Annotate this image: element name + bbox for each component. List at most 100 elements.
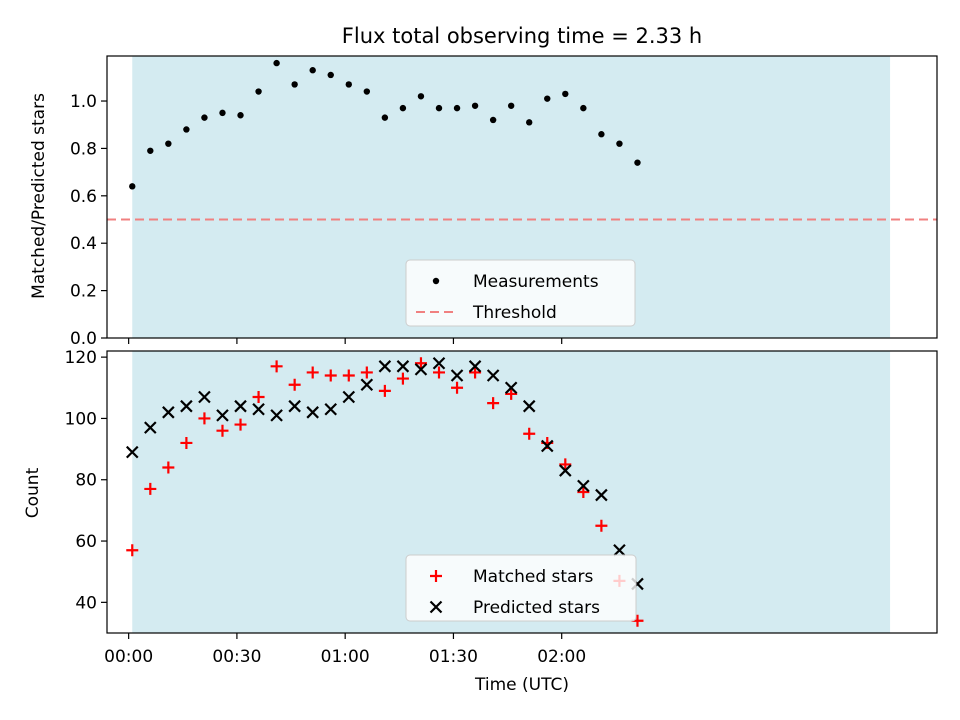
count-point [162, 461, 175, 474]
count-point [468, 360, 482, 373]
ratio-point [580, 104, 587, 112]
count-point [252, 390, 265, 403]
count-frame [106, 350, 938, 634]
count-y-tick-label: 40 [75, 593, 97, 613]
ratio-y-tick-label: 0.4 [70, 234, 97, 254]
count-point [360, 378, 374, 391]
ratio-point [273, 59, 280, 67]
ratio-point [453, 104, 461, 112]
count-point [505, 387, 518, 400]
count-point [577, 486, 590, 498]
count-legend: Matched stars Predicted stars [405, 554, 637, 622]
ratio-legend-marker [432, 277, 440, 285]
ratio-point [381, 114, 389, 121]
count-point [270, 409, 283, 422]
count-point [523, 427, 536, 440]
count-point [396, 360, 410, 373]
count-x-tick-label: 01:00 [321, 647, 370, 667]
ratio-frame [106, 55, 938, 339]
count-point [360, 366, 373, 379]
count-point [613, 543, 626, 557]
count-y-tick-label: 80 [75, 471, 97, 491]
count-point [198, 390, 211, 404]
count-y-tick-label: 60 [75, 532, 97, 552]
count-point [540, 439, 554, 453]
count-series-1 [125, 356, 644, 591]
ratio-point [598, 131, 605, 138]
ratio-point [345, 81, 352, 88]
ratio-point [489, 116, 497, 124]
ratio-point [291, 81, 298, 88]
count-point [595, 519, 608, 532]
x-axis-label: Time (UTC) [474, 675, 569, 695]
count-point [324, 369, 337, 382]
count-point [378, 360, 392, 373]
ratio-point [183, 126, 190, 133]
count-point [306, 366, 319, 379]
count-point [342, 390, 356, 404]
ratio-plot-area: 0.0 0.2 0.4 0.6 0.8 1.0 Measurements Threshold [70, 55, 938, 349]
count-point [198, 412, 211, 425]
ratio-y-tick-label: 0.2 [70, 282, 97, 302]
count-point [162, 406, 175, 419]
count-point [414, 357, 427, 370]
ratio-point [417, 93, 425, 100]
count-legend-marker [430, 570, 442, 582]
count-point [216, 424, 229, 437]
ratio-point [237, 112, 244, 119]
ratio-point [507, 102, 515, 109]
ratio-point [219, 109, 226, 117]
count-point [144, 421, 157, 434]
ratio-point [435, 104, 443, 112]
count-y-tick-label: 100 [65, 409, 97, 429]
ratio-point [309, 67, 316, 74]
count-point [252, 402, 265, 416]
count-point [504, 381, 518, 395]
ratio-point [255, 88, 262, 95]
count-point [125, 445, 139, 459]
count-point [180, 399, 193, 413]
count-x-tick-label: 00:00 [104, 647, 153, 667]
ratio-legend-box [405, 259, 636, 327]
ratio-point [327, 71, 334, 79]
ratio-point [129, 183, 136, 190]
count-point [559, 464, 572, 477]
ratio-legend-label: Measurements [473, 272, 599, 292]
count-point [126, 544, 139, 557]
ratio-y-tick-label: 0.6 [70, 187, 97, 207]
ratio-point [147, 147, 154, 154]
ratio-y-axis-label: Matched/Predicted stars [29, 93, 49, 299]
chart-title: Flux total observing time = 2.33 h [342, 24, 702, 48]
ratio-legend: Measurements Threshold [405, 259, 636, 327]
count-x-tick-label: 02:00 [537, 647, 586, 667]
count-legend-marker [429, 600, 443, 614]
ratio-point [634, 159, 641, 166]
ratio-point [201, 114, 208, 121]
count-point [487, 397, 500, 410]
count-point [324, 402, 338, 416]
ratio-point [526, 119, 533, 126]
ratio-point [544, 95, 551, 102]
count-x-tick-label: 00:30 [212, 647, 261, 667]
ratio-point [399, 104, 407, 112]
count-point [433, 366, 445, 379]
count-legend-box [405, 554, 637, 622]
count-panel: Count Time (UTC) 40 60 80 100 120 00:00 00:30 0… [23, 348, 938, 695]
count-legend-label: Matched stars [473, 567, 593, 587]
ratio-point [363, 88, 371, 95]
count-point [432, 356, 446, 370]
count-point [522, 399, 536, 413]
count-y-axis-label: Count [23, 467, 43, 518]
count-point [180, 436, 193, 449]
ratio-point [165, 140, 172, 147]
count-point [234, 399, 247, 413]
count-point [144, 482, 157, 495]
count-point [469, 366, 482, 379]
count-point [216, 409, 229, 422]
count-point [288, 378, 301, 391]
count-y-tick-label: 120 [65, 348, 97, 368]
count-point [270, 360, 283, 373]
count-legend-label: Predicted stars [473, 598, 600, 618]
count-x-tick-label: 01:30 [429, 647, 478, 667]
